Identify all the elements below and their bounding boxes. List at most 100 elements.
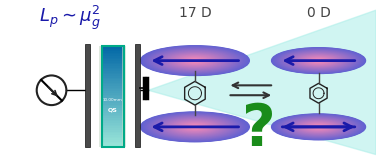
Ellipse shape [285,51,352,70]
Ellipse shape [280,50,357,71]
Bar [102,73,124,74]
Ellipse shape [189,125,200,128]
Ellipse shape [306,124,331,130]
Ellipse shape [288,52,350,69]
Ellipse shape [277,116,360,138]
Ellipse shape [175,55,214,66]
Ellipse shape [144,113,246,141]
Ellipse shape [142,46,248,75]
Ellipse shape [159,117,231,137]
Bar [102,93,124,94]
Ellipse shape [156,116,234,138]
Bar [102,52,124,54]
Bar [102,54,124,56]
Bar [102,78,124,79]
Ellipse shape [170,120,220,134]
Ellipse shape [153,49,236,72]
Ellipse shape [193,126,197,127]
Bar [102,125,124,126]
Bar [102,83,124,84]
Ellipse shape [172,121,218,133]
Ellipse shape [180,56,210,65]
Bar [102,106,124,108]
Bar [102,103,124,105]
Ellipse shape [313,59,324,62]
Ellipse shape [317,60,321,61]
Ellipse shape [305,123,332,130]
Bar [102,101,124,103]
Bar [102,84,124,86]
Bar [102,118,124,120]
Ellipse shape [178,56,212,65]
Ellipse shape [305,57,332,64]
Bar [102,105,124,106]
Ellipse shape [144,47,246,75]
Ellipse shape [290,53,347,68]
Ellipse shape [163,52,226,69]
Ellipse shape [142,112,248,141]
Bar [102,130,124,131]
Ellipse shape [150,115,240,139]
Ellipse shape [167,119,223,135]
Ellipse shape [158,117,232,137]
Bar [102,79,124,81]
Ellipse shape [274,48,363,73]
Ellipse shape [304,57,333,64]
Bar [102,116,124,118]
Ellipse shape [162,118,228,136]
Ellipse shape [167,53,223,68]
Ellipse shape [156,50,234,71]
Ellipse shape [285,118,352,136]
Ellipse shape [299,122,338,132]
Bar [102,98,124,100]
Ellipse shape [152,115,239,139]
Bar [102,126,124,128]
Bar [135,44,139,147]
Bar [102,131,124,133]
Bar [85,44,90,147]
Ellipse shape [175,122,214,132]
Ellipse shape [155,50,235,72]
Text: 17 D: 17 D [178,6,211,20]
Ellipse shape [279,50,358,71]
Ellipse shape [316,126,321,128]
Ellipse shape [173,121,217,133]
Bar [102,108,124,110]
Ellipse shape [174,55,215,66]
Bar [102,133,124,135]
Ellipse shape [184,58,206,64]
Bar [102,145,124,147]
Bar [102,110,124,111]
Ellipse shape [143,113,247,141]
Ellipse shape [186,58,204,63]
Ellipse shape [158,50,232,71]
Bar [102,121,124,123]
Bar [102,71,124,73]
Bar [102,96,124,98]
Bar [102,61,124,63]
Ellipse shape [294,120,343,134]
Bar [122,46,126,147]
Ellipse shape [308,124,329,130]
Ellipse shape [296,121,341,133]
Ellipse shape [273,48,365,73]
Bar [102,88,124,89]
Bar [102,89,124,91]
Polygon shape [149,10,376,155]
Ellipse shape [298,121,339,132]
Bar [102,138,124,140]
Ellipse shape [287,118,350,136]
Ellipse shape [283,117,354,137]
Ellipse shape [161,51,229,70]
Ellipse shape [159,51,231,70]
Ellipse shape [302,56,335,65]
Ellipse shape [306,57,331,64]
Ellipse shape [298,55,339,66]
Ellipse shape [174,121,215,132]
Ellipse shape [290,119,347,135]
Ellipse shape [141,112,249,142]
Ellipse shape [314,126,323,128]
Ellipse shape [288,119,349,135]
Ellipse shape [302,56,335,65]
Ellipse shape [152,49,239,73]
